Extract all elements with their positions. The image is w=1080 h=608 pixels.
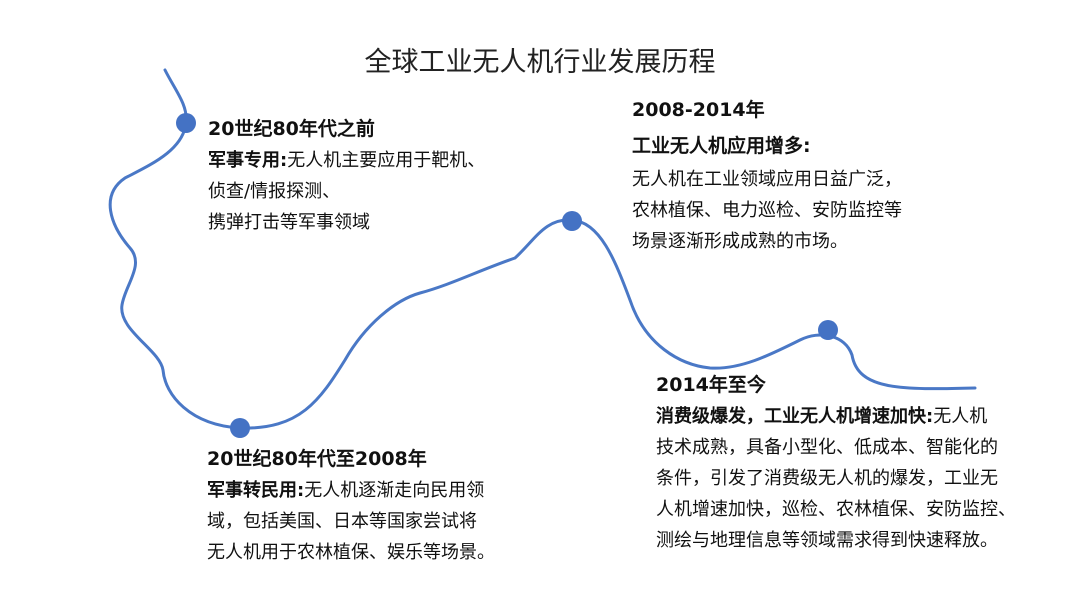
- timeline-path: [108, 68, 977, 430]
- milestone-text: 测绘与地理信息等领域需求得到快速释放。: [656, 530, 998, 551]
- milestone-text: 携弹打击等军事领域: [208, 212, 370, 233]
- milestone-text: 域，包括美国、日本等国家尝试将: [207, 511, 477, 532]
- page-title: 全球工业无人机行业发展历程: [364, 47, 716, 78]
- milestone-text: 条件，引发了消费级无人机的爆发，工业无: [656, 468, 998, 489]
- milestone-label: 军事转民用:: [207, 480, 305, 501]
- milestone-period: 20世纪80年代之前: [208, 118, 375, 140]
- milestone-text: 侦查/情报探测、: [208, 181, 341, 202]
- milestone-text: 无人机用于农林植保、娱乐等场景。: [207, 542, 495, 563]
- milestone-1980s-2008: 20世纪80年代至2008年 军事转民用:无人机逐渐走向民用领 域，包括美国、日…: [207, 444, 537, 568]
- milestone-text: 无人机: [933, 406, 988, 427]
- milestone-label: 军事专用:: [208, 150, 288, 171]
- milestone-period: 2014年至今: [656, 374, 766, 396]
- milestone-pre-1980s: 20世纪80年代之前 军事专用:无人机主要应用于靶机、 侦查/情报探测、 携弹打…: [208, 114, 538, 238]
- milestone-dot-1: [176, 113, 196, 133]
- milestone-dot-2: [230, 418, 250, 438]
- milestone-text: 无人机主要应用于靶机、: [287, 150, 486, 171]
- milestone-label: 工业无人机应用增多:: [632, 135, 811, 157]
- milestone-text: 场景逐渐形成成熟的市场。: [632, 231, 848, 252]
- milestone-dot-3: [562, 211, 582, 231]
- milestone-label: 消费级爆发，工业无人机增速加快:: [656, 406, 934, 427]
- milestone-period: 2008-2014年: [632, 99, 765, 121]
- milestone-2014-present: 2014年至今 消费级爆发，工业无人机增速加快:无人机 技术成熟，具备小型化、低…: [656, 370, 1056, 556]
- milestone-text: 技术成熟，具备小型化、低成本、智能化的: [656, 437, 998, 458]
- milestone-2008-2014: 2008-2014年 工业无人机应用增多: 无人机在工业领域应用日益广泛， 农林…: [632, 92, 952, 257]
- milestone-dot-4: [818, 320, 838, 340]
- milestone-text: 无人机在工业领域应用日益广泛，: [632, 169, 902, 190]
- milestone-text: 农林植保、电力巡检、安防监控等: [632, 200, 902, 221]
- milestone-period: 20世纪80年代至2008年: [207, 448, 427, 470]
- milestone-text: 无人机逐渐走向民用领: [304, 480, 485, 501]
- milestone-text: 人机增速加快，巡检、农林植保、安防监控、: [656, 499, 1016, 520]
